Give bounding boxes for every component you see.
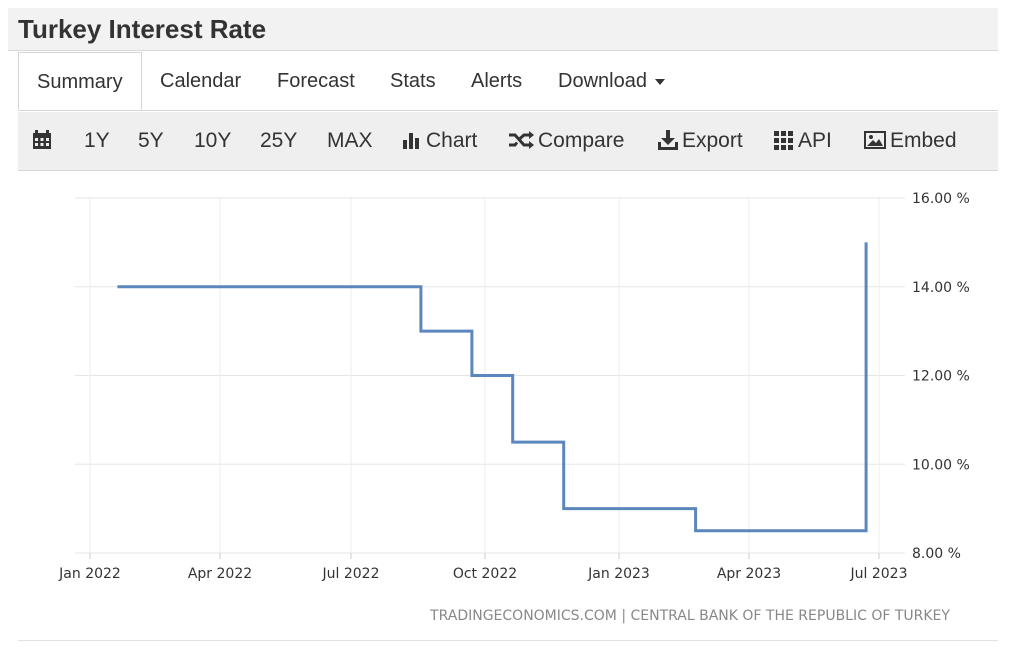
chart-source-text: TRADINGECONOMICS.COM | CENTRAL BANK OF T… bbox=[429, 608, 950, 624]
range-10y-button[interactable]: 10Y bbox=[194, 129, 232, 152]
caret-down-icon bbox=[654, 78, 665, 85]
footer-divider bbox=[18, 640, 998, 641]
tab-download[interactable]: Download bbox=[558, 52, 665, 110]
y-tick-label: 14.00 % bbox=[912, 280, 970, 296]
embed-button[interactable]: Embed bbox=[864, 112, 957, 170]
range-25y-button[interactable]: 25Y bbox=[260, 129, 298, 152]
y-tick-label: 8.00 % bbox=[912, 546, 961, 562]
x-tick-label: Apr 2023 bbox=[717, 566, 781, 582]
x-tick-label: Jan 2022 bbox=[58, 566, 121, 582]
embed-button-label: Embed bbox=[890, 129, 957, 152]
x-tick-label: Jul 2022 bbox=[322, 566, 380, 582]
axis-layer: 8.00 % 10.00 % 12.00 % 14.00 % 16.00 % Jan 20… bbox=[58, 191, 970, 582]
tab-alerts[interactable]: Alerts bbox=[471, 70, 523, 92]
tab-calendar[interactable]: Calendar bbox=[160, 70, 242, 92]
chart-button[interactable]: Chart bbox=[402, 112, 477, 170]
api-button-label: API bbox=[798, 129, 832, 152]
x-tick-label: Jul 2023 bbox=[850, 566, 908, 582]
x-tick-label: Apr 2022 bbox=[188, 566, 252, 582]
api-button[interactable]: API bbox=[774, 112, 832, 170]
tab-forecast[interactable]: Forecast bbox=[277, 70, 355, 92]
chart-toolbar: 1Y 5Y 10Y 25Y MAX Chart Compare Export A… bbox=[18, 112, 998, 171]
rate-series-line bbox=[117, 242, 868, 533]
range-max-button[interactable]: MAX bbox=[327, 129, 373, 152]
series-layer bbox=[117, 242, 868, 533]
chart-area: 8.00 % 10.00 % 12.00 % 14.00 % 16.00 % Jan 20… bbox=[0, 175, 1024, 662]
y-tick-label: 10.00 % bbox=[912, 457, 970, 473]
page-title: Turkey Interest Rate bbox=[18, 14, 267, 44]
y-tick-label: 16.00 % bbox=[912, 191, 970, 207]
download-icon bbox=[658, 130, 678, 150]
x-tick-label: Jan 2023 bbox=[587, 566, 650, 582]
x-tick-label: Oct 2022 bbox=[453, 566, 517, 582]
export-button[interactable]: Export bbox=[658, 112, 743, 170]
chart-button-label: Chart bbox=[426, 129, 478, 152]
grid-icon bbox=[774, 131, 793, 150]
range-5y-button[interactable]: 5Y bbox=[138, 129, 164, 152]
image-icon bbox=[864, 131, 886, 149]
tab-summary[interactable]: Summary bbox=[18, 52, 142, 110]
compare-button-label: Compare bbox=[538, 129, 625, 152]
y-tick-label: 12.00 % bbox=[912, 369, 970, 385]
bar-chart-icon bbox=[403, 133, 419, 149]
tab-bar: Summary Calendar Forecast Stats Alerts D… bbox=[18, 52, 998, 111]
calendar-icon[interactable] bbox=[32, 112, 56, 170]
shuffle-icon bbox=[509, 131, 534, 149]
tab-stats[interactable]: Stats bbox=[390, 70, 436, 92]
interest-rate-chart: 8.00 % 10.00 % 12.00 % 14.00 % 16.00 % Jan 20… bbox=[58, 191, 970, 624]
tab-download-label: Download bbox=[558, 70, 647, 92]
range-1y-button[interactable]: 1Y bbox=[84, 129, 110, 152]
export-button-label: Export bbox=[682, 129, 743, 152]
compare-button[interactable]: Compare bbox=[508, 112, 624, 170]
title-bar: Turkey Interest Rate bbox=[8, 8, 998, 51]
